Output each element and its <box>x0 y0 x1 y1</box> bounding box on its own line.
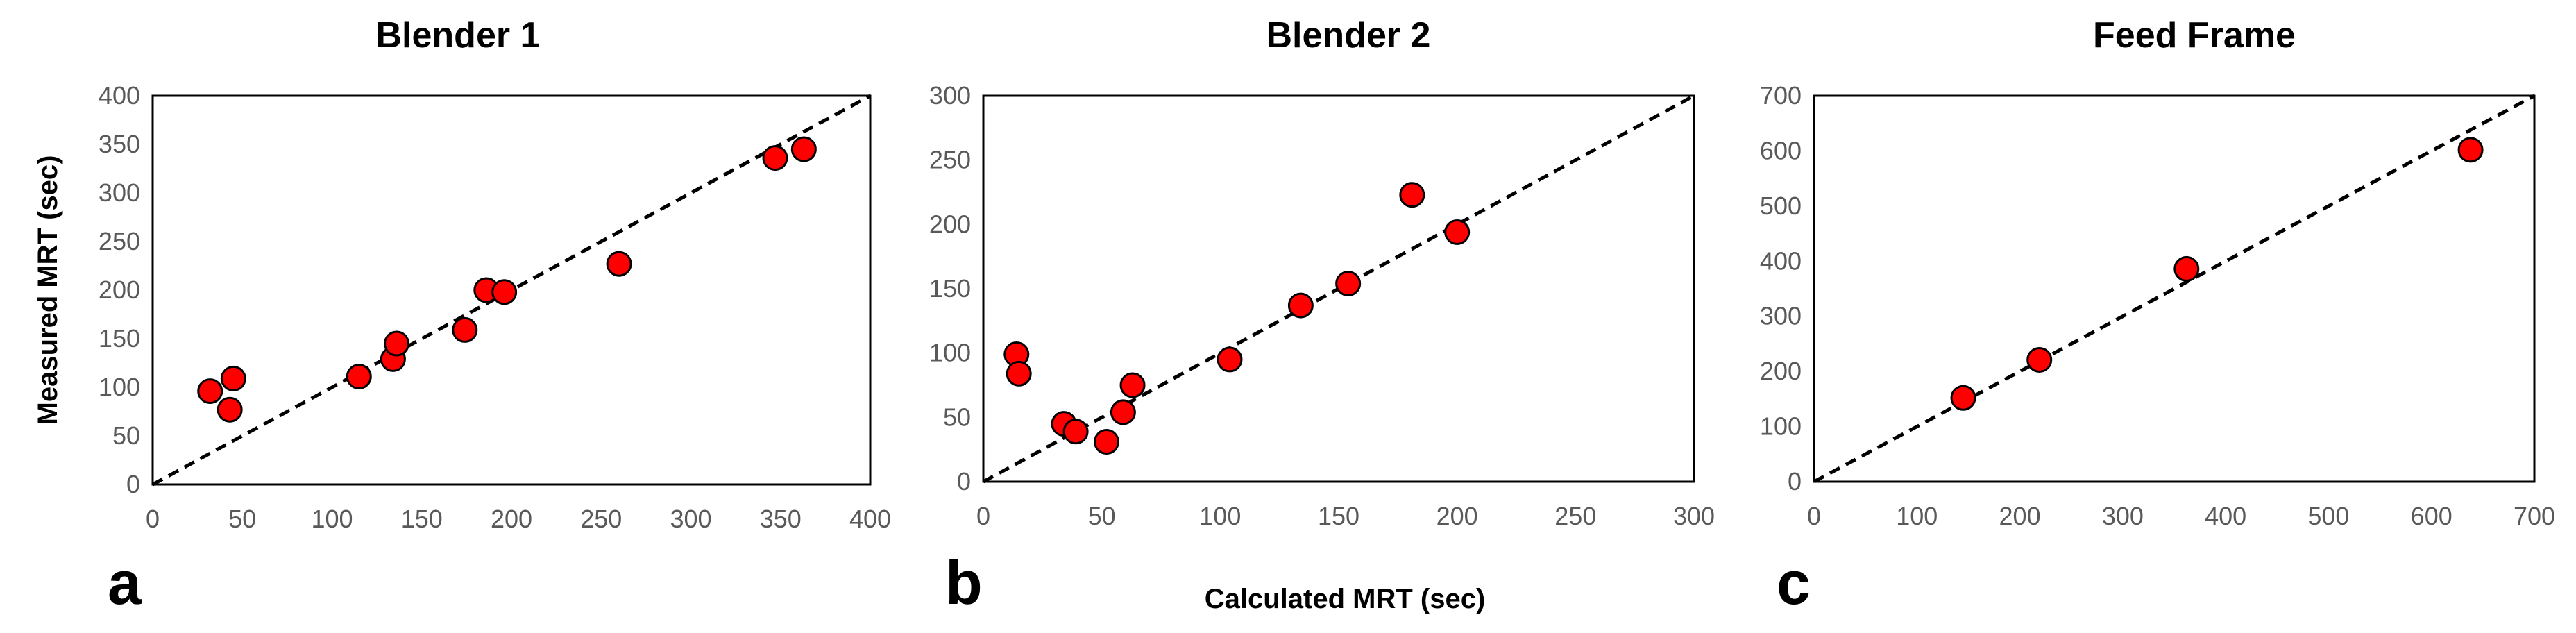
data-point <box>1335 271 1362 297</box>
y-tick-label: 50 <box>943 403 971 431</box>
y-tick-label: 50 <box>112 421 140 450</box>
plot-area-3 <box>1813 94 2536 483</box>
x-tick-label: 500 <box>2307 502 2349 530</box>
chart-title-1: Blender 1 <box>376 15 541 56</box>
x-tick-label: 300 <box>2102 502 2144 530</box>
data-point <box>1399 182 1425 208</box>
data-point <box>1119 372 1146 398</box>
data-point <box>197 378 223 405</box>
data-point <box>491 279 518 305</box>
x-tick-label: 100 <box>1199 502 1241 530</box>
x-tick-label: 700 <box>2514 502 2555 530</box>
y-tick-label: 100 <box>99 373 140 401</box>
chart-title-2: Blender 2 <box>1266 15 1431 56</box>
data-point <box>1093 429 1119 455</box>
x-tick-label: 250 <box>1554 502 1596 530</box>
y-tick-label: 400 <box>99 81 140 110</box>
data-point <box>452 316 478 343</box>
y-tick-label: 0 <box>126 470 140 498</box>
y-axis-label: Measured MRT (sec) <box>33 155 63 425</box>
x-tick-label: 150 <box>1318 502 1359 530</box>
data-point <box>1006 360 1032 387</box>
x-tick-label: 300 <box>1673 502 1715 530</box>
data-point <box>1062 419 1089 445</box>
y-tick-label: 250 <box>99 227 140 255</box>
y-tick-label: 0 <box>957 467 971 496</box>
data-point <box>1950 385 1976 411</box>
data-point <box>1444 219 1471 245</box>
data-point <box>217 396 243 423</box>
x-tick-label: 200 <box>1999 502 2041 530</box>
y-tick-label: 100 <box>1760 412 1802 441</box>
data-point <box>384 330 410 357</box>
y-tick-label: 300 <box>99 178 140 207</box>
data-point <box>2026 346 2053 373</box>
panel-label-1: a <box>108 548 142 617</box>
y-tick-label: 250 <box>929 146 971 174</box>
y-tick-label: 200 <box>929 210 971 238</box>
data-point <box>762 145 788 171</box>
data-point <box>346 364 372 390</box>
y-tick-label: 100 <box>929 339 971 367</box>
y-tick-label: 200 <box>1760 357 1802 385</box>
x-axis-label: Calculated MRT (sec) <box>1205 584 1486 614</box>
panel-label-3: c <box>1777 548 1811 617</box>
y-tick-label: 700 <box>1760 81 1802 110</box>
reference-line-3 <box>1813 94 2536 484</box>
y-tick-label: 200 <box>99 276 140 304</box>
y-tick-label: 300 <box>929 81 971 110</box>
x-tick-label: 300 <box>670 505 711 533</box>
data-point <box>790 136 817 162</box>
x-tick-label: 50 <box>228 505 256 533</box>
data-point <box>1287 292 1314 319</box>
x-tick-label: 600 <box>2411 502 2452 530</box>
panel-label-2: b <box>945 548 983 617</box>
y-tick-label: 500 <box>1760 192 1802 220</box>
data-point <box>1110 399 1136 425</box>
y-tick-label: 150 <box>99 324 140 353</box>
plot-area-2 <box>982 94 1695 483</box>
data-point <box>2457 137 2484 163</box>
y-tick-label: 0 <box>1788 467 1802 496</box>
x-tick-label: 250 <box>580 505 622 533</box>
x-tick-label: 50 <box>1088 502 1116 530</box>
data-point <box>2174 255 2200 282</box>
y-tick-label: 600 <box>1760 136 1802 164</box>
x-tick-label: 200 <box>491 505 532 533</box>
y-tick-label: 300 <box>1760 302 1802 330</box>
x-tick-label: 0 <box>976 502 990 530</box>
y-tick-label: 150 <box>929 274 971 303</box>
y-tick-label: 400 <box>1760 246 1802 275</box>
data-point <box>606 251 632 277</box>
plot-area-1 <box>151 94 872 486</box>
x-tick-label: 350 <box>760 505 802 533</box>
y-tick-label: 350 <box>99 130 140 158</box>
data-point <box>220 365 246 391</box>
x-tick-label: 400 <box>2205 502 2246 530</box>
x-tick-label: 100 <box>311 505 353 533</box>
x-tick-label: 0 <box>146 505 160 533</box>
x-tick-label: 0 <box>1807 502 1821 530</box>
data-point <box>1217 346 1243 373</box>
x-tick-label: 200 <box>1437 502 1478 530</box>
x-tick-label: 400 <box>849 505 891 533</box>
x-tick-label: 100 <box>1896 502 1938 530</box>
chart-title-3: Feed Frame <box>2093 15 2296 56</box>
x-tick-label: 150 <box>401 505 443 533</box>
